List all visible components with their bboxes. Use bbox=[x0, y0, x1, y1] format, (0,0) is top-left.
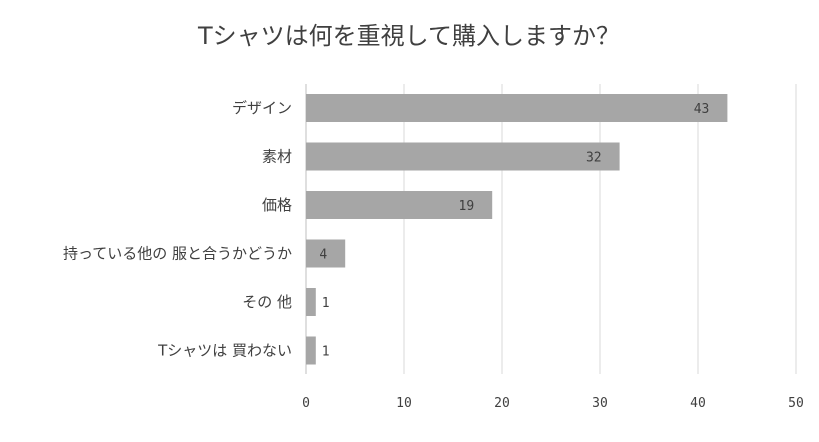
x-tick-label: 40 bbox=[690, 396, 706, 411]
x-tick-label: 20 bbox=[494, 396, 510, 411]
category-label: 持っている他の 服と合うかどうか bbox=[63, 245, 292, 263]
bar bbox=[306, 336, 316, 365]
category-label: デザイン bbox=[232, 99, 292, 117]
category-label: Tシャツは 買わない bbox=[157, 342, 292, 360]
x-tick-label: 30 bbox=[592, 396, 608, 411]
x-axis-ticks: 0 10 20 30 40 50 bbox=[302, 396, 804, 411]
x-tick-label: 10 bbox=[396, 396, 412, 411]
bar bbox=[306, 142, 620, 171]
bar bbox=[306, 191, 493, 219]
category-label: 価格 bbox=[262, 196, 292, 214]
category-label: 素材 bbox=[262, 148, 292, 166]
data-label: 1 bbox=[322, 296, 330, 311]
gridlines bbox=[305, 84, 797, 374]
category-label: その 他 bbox=[242, 293, 292, 311]
x-tick-label: 0 bbox=[302, 396, 310, 411]
bar bbox=[306, 94, 728, 122]
bars: 43 32 19 4 1 1 bbox=[306, 94, 728, 365]
bar bbox=[306, 239, 346, 268]
data-label: 32 bbox=[586, 151, 602, 166]
chart-title: Tシャツは何を重視して購入しますか？ bbox=[197, 22, 620, 50]
bar bbox=[306, 288, 316, 316]
data-label: 43 bbox=[694, 102, 710, 117]
x-tick-label: 50 bbox=[788, 396, 804, 411]
data-label: 19 bbox=[459, 199, 475, 214]
data-label: 4 bbox=[319, 248, 327, 263]
data-label: 1 bbox=[322, 345, 330, 360]
